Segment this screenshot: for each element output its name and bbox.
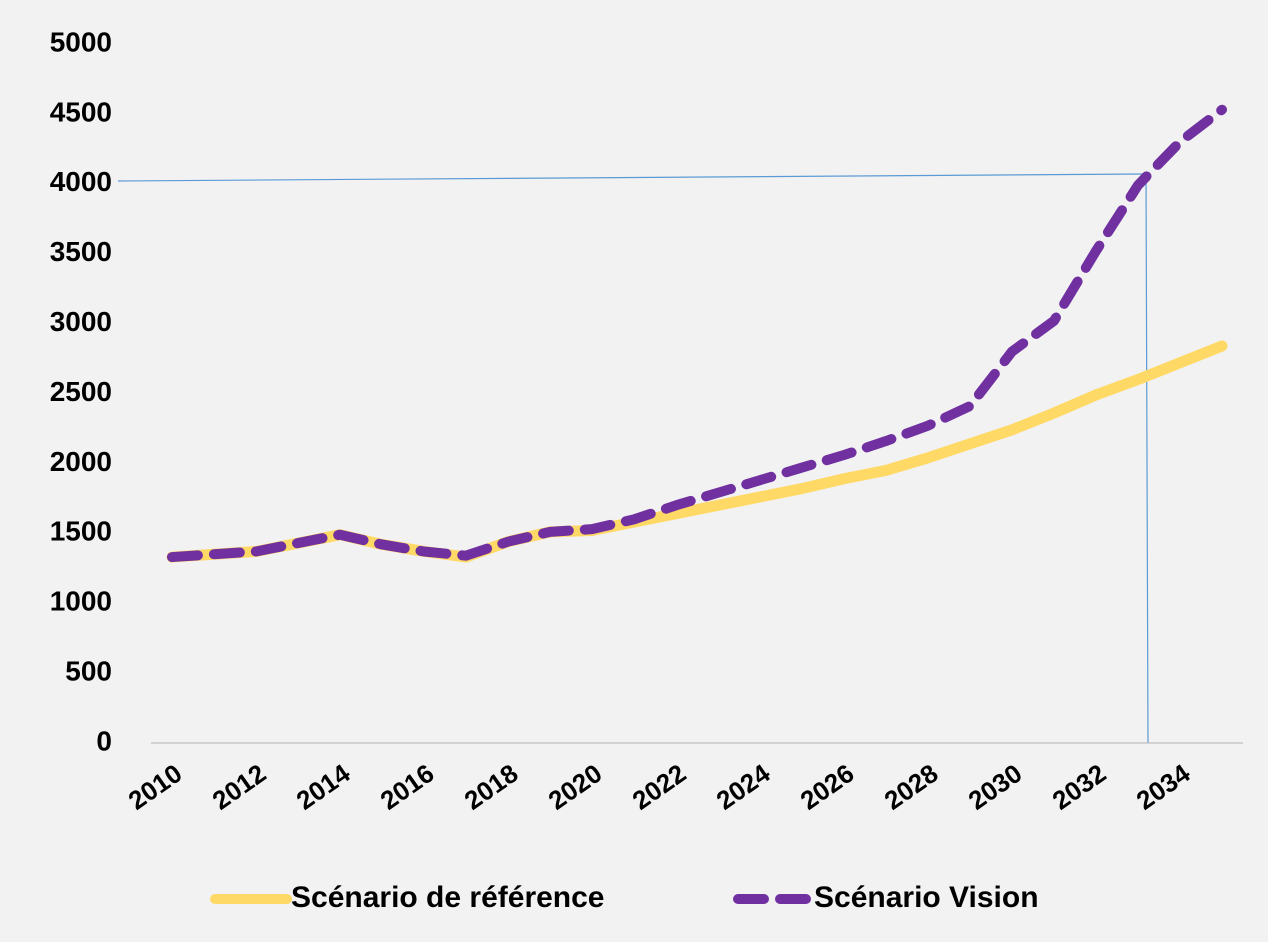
y-tick-label: 1500 bbox=[50, 516, 112, 547]
y-tick-label: 0 bbox=[96, 725, 112, 756]
y-tick-label: 2500 bbox=[50, 376, 112, 407]
y-tick-label: 1000 bbox=[50, 586, 112, 617]
reference-line-horizontal bbox=[117, 173, 1147, 182]
legend-label: Scénario Vision bbox=[814, 881, 1039, 914]
y-tick-label: 2000 bbox=[50, 446, 112, 477]
y-tick-label: 4500 bbox=[50, 96, 112, 127]
reference-line-vertical bbox=[1145, 173, 1149, 744]
y-tick-label: 5000 bbox=[50, 26, 112, 57]
legend-label: Scénario de référence bbox=[291, 881, 605, 914]
y-tick-label: 500 bbox=[65, 655, 112, 686]
y-tick-label: 4000 bbox=[50, 166, 112, 197]
y-tick-label: 3500 bbox=[50, 236, 112, 267]
y-tick-label: 3000 bbox=[50, 306, 112, 337]
series-line bbox=[167, 104, 1227, 563]
